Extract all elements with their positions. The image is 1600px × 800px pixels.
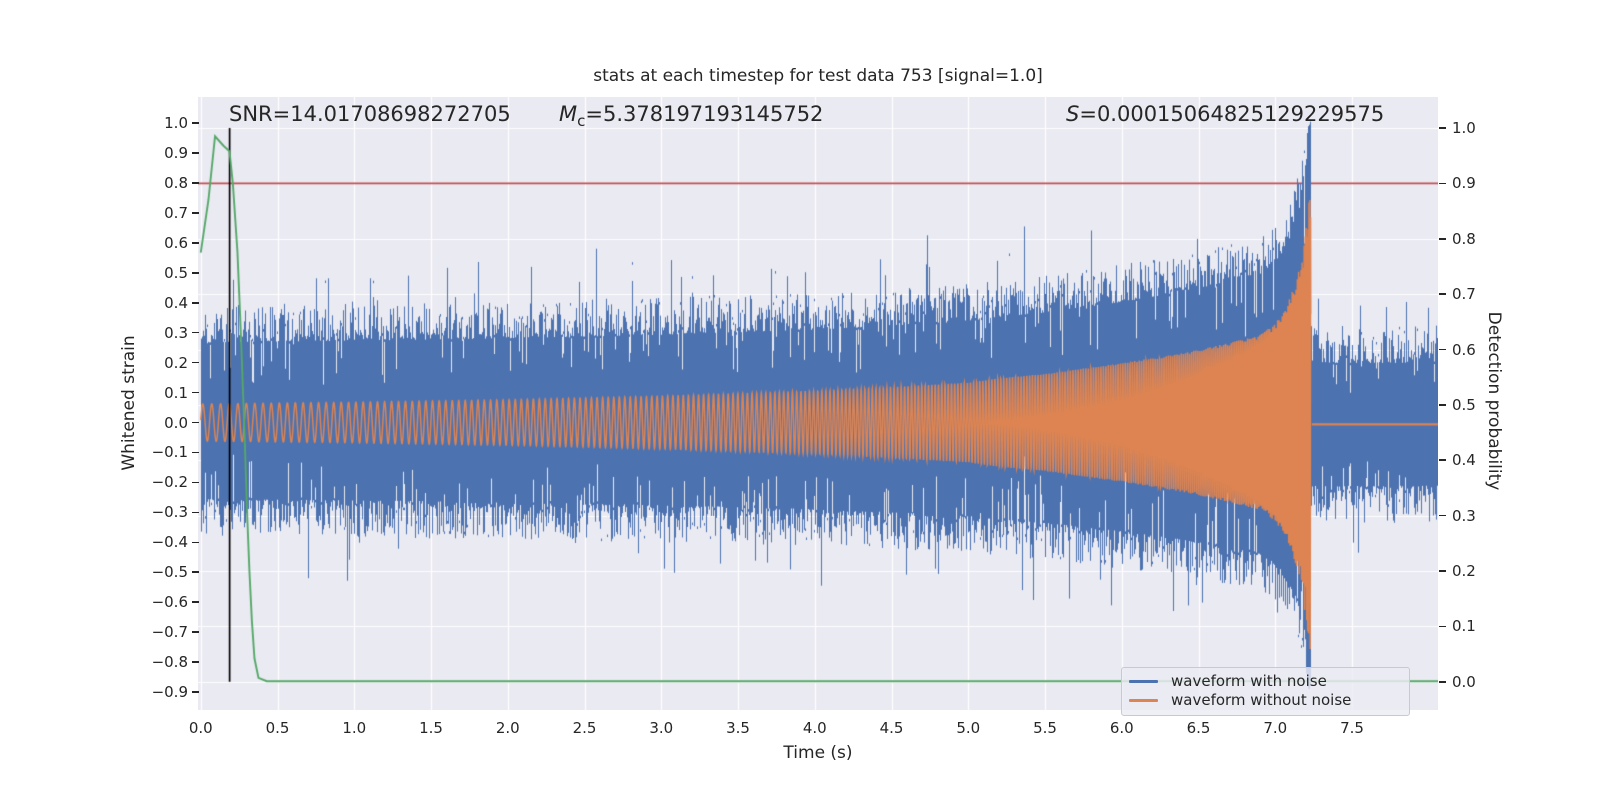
left-y-tick-mark xyxy=(191,122,199,124)
left-y-tick-label: 0.8 xyxy=(164,173,188,192)
s-symbol: S xyxy=(1066,102,1080,126)
right-y-tick-label: 0.5 xyxy=(1452,395,1476,414)
right-y-tick-mark xyxy=(1439,404,1446,406)
left-y-tick-mark xyxy=(191,301,199,304)
left-y-tick-label: −0.6 xyxy=(151,593,188,612)
left-y-tick-label: −0.1 xyxy=(151,443,188,462)
right-y-tick-label: 0.1 xyxy=(1452,617,1476,636)
x-tick-label: 3.0 xyxy=(649,719,674,737)
s-value: =0.00015064825129229575 xyxy=(1079,102,1385,126)
right-y-tick-label: 0.0 xyxy=(1452,672,1476,691)
left-y-tick-mark xyxy=(191,601,199,603)
left-y-tick-mark xyxy=(191,391,199,394)
x-tick-label: 1.0 xyxy=(342,719,367,737)
chirp-mass-annotation: Mc=5.378197193145752 xyxy=(559,103,823,133)
chirp-mass-value: =5.378197193145752 xyxy=(585,102,824,126)
left-y-tick-label: 0.7 xyxy=(164,203,188,222)
x-axis-label: Time (s) xyxy=(783,743,853,763)
right-y-tick-label: 0.8 xyxy=(1452,229,1476,248)
right-y-tick-mark xyxy=(1439,237,1446,240)
left-y-tick-mark xyxy=(191,331,199,334)
legend: waveform with noise waveform without noi… xyxy=(1121,667,1410,716)
left-y-tick-mark xyxy=(191,212,199,214)
left-y-tick-label: −0.8 xyxy=(151,653,188,672)
x-tick-label: 1.5 xyxy=(419,719,443,737)
left-y-tick-mark xyxy=(191,481,199,484)
left-y-tick-label: 0.3 xyxy=(164,323,188,342)
x-tick-label: 5.0 xyxy=(956,719,981,737)
right-y-tick-label: 0.4 xyxy=(1452,451,1476,470)
left-y-tick-label: −0.4 xyxy=(151,533,188,552)
left-y-tick-label: −0.7 xyxy=(151,623,188,642)
legend-swatch-blue-line xyxy=(1129,680,1158,683)
right-y-tick-label: 0.7 xyxy=(1452,285,1476,304)
left-y-tick-label: −0.3 xyxy=(151,503,188,522)
left-y-tick-mark xyxy=(191,361,199,364)
left-y-tick-mark xyxy=(191,691,199,693)
right-y-tick-label: 0.9 xyxy=(1452,174,1476,193)
x-tick-label: 7.5 xyxy=(1340,719,1364,737)
x-tick-label: 6.0 xyxy=(1109,719,1134,737)
left-y-tick-mark xyxy=(191,242,199,244)
left-y-tick-label: 0.2 xyxy=(164,353,188,372)
right-y-tick-mark xyxy=(1439,680,1446,683)
left-y-tick-label: 0.9 xyxy=(164,143,188,162)
right-y-tick-mark xyxy=(1439,625,1446,628)
x-tick-label: 2.5 xyxy=(572,719,597,737)
right-y-tick-label: 1.0 xyxy=(1452,119,1476,137)
left-y-tick-label: 1.0 xyxy=(164,114,188,133)
right-y-tick-mark xyxy=(1439,127,1446,129)
x-tick-label: 3.5 xyxy=(726,719,750,737)
left-y-tick-label: 0.4 xyxy=(164,293,188,312)
left-y-tick-mark xyxy=(191,661,199,663)
s-annotation: S=0.00015064825129229575 xyxy=(1066,103,1384,126)
left-y-tick-mark xyxy=(191,631,199,633)
right-y-tick-mark xyxy=(1439,348,1446,351)
right-y-tick-mark xyxy=(1439,570,1446,572)
right-y-tick-mark xyxy=(1439,182,1446,185)
right-y-tick-label: 0.2 xyxy=(1452,562,1476,580)
legend-row-with-noise: waveform with noise xyxy=(1129,672,1401,691)
x-tick-label: 2.0 xyxy=(495,719,520,737)
left-y-tick-label: −0.5 xyxy=(151,563,188,582)
right-y-tick-mark xyxy=(1439,514,1446,517)
right-y-tick-label: 0.6 xyxy=(1452,340,1476,359)
x-tick-label: 4.0 xyxy=(802,719,827,737)
x-tick-label: 6.5 xyxy=(1186,719,1211,737)
left-y-tick-label: −0.9 xyxy=(151,683,188,702)
left-y-axis-label: Whitened strain xyxy=(119,335,139,471)
left-y-tick-mark xyxy=(191,421,199,424)
x-tick-label: 0.5 xyxy=(265,719,290,737)
right-y-tick-mark xyxy=(1439,459,1446,462)
legend-label: waveform with noise xyxy=(1171,672,1327,690)
left-y-tick-mark xyxy=(191,511,199,514)
left-y-tick-label: 0.0 xyxy=(164,413,188,432)
chirp-mass-subscript: c xyxy=(577,112,586,131)
x-tick-label: 7.0 xyxy=(1263,719,1288,737)
x-tick-label: 4.5 xyxy=(879,719,904,737)
legend-swatch-orange-line xyxy=(1129,699,1158,702)
right-y-tick-mark xyxy=(1439,293,1446,295)
left-y-tick-mark xyxy=(191,541,199,544)
chart-title: stats at each timestep for test data 753… xyxy=(593,66,1043,86)
legend-row-without-noise: waveform without noise xyxy=(1129,691,1401,710)
left-y-tick-mark xyxy=(191,271,199,274)
left-y-tick-mark xyxy=(191,451,199,454)
left-y-tick-label: −0.2 xyxy=(151,473,188,492)
left-y-tick-label: 0.5 xyxy=(164,263,188,282)
snr-annotation: SNR=14.01708698272705 xyxy=(229,102,511,126)
right-y-tick-label: 0.3 xyxy=(1452,506,1476,525)
waveform-canvas xyxy=(198,97,1438,710)
right-y-axis-label: Detection probability xyxy=(1484,311,1504,491)
chirp-mass-symbol: M xyxy=(559,102,578,126)
left-y-tick-mark xyxy=(191,152,199,154)
left-y-tick-mark xyxy=(191,571,199,574)
left-y-tick-label: 0.6 xyxy=(164,233,188,252)
x-tick-label: 5.5 xyxy=(1033,719,1057,737)
legend-label: waveform without noise xyxy=(1171,691,1352,709)
x-tick-label: 0.0 xyxy=(188,719,213,737)
left-y-tick-label: 0.1 xyxy=(164,383,188,402)
left-y-tick-mark xyxy=(191,182,199,184)
